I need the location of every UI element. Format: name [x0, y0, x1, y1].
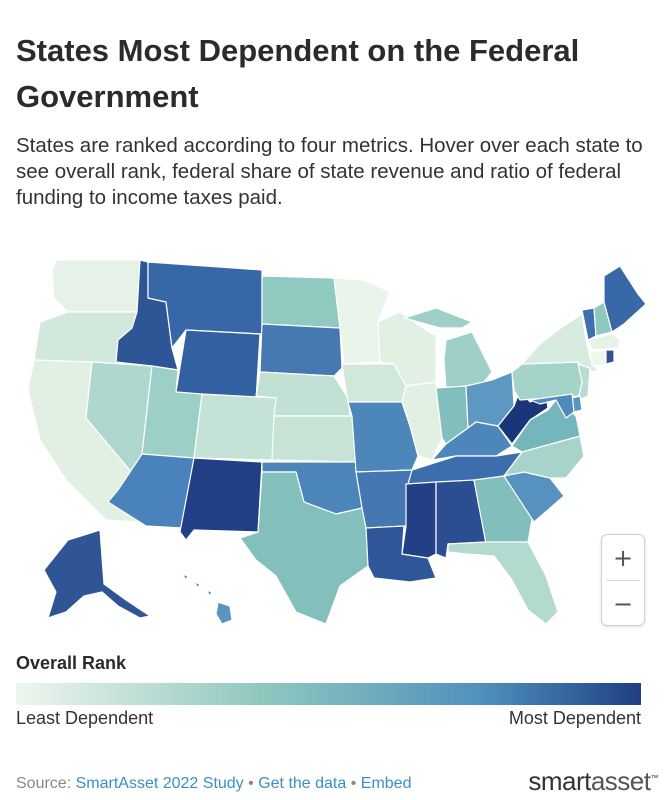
- page-title: States Most Dependent on the Federal Gov…: [16, 33, 580, 114]
- source-line: Source: SmartAsset 2022 Study • Get the …: [16, 775, 411, 793]
- smartasset-logo: smartasset™: [528, 766, 658, 796]
- legend-high-label: Most Dependent: [508, 708, 641, 728]
- separator-dot: •: [350, 775, 357, 792]
- state-hi[interactable]: [181, 573, 233, 625]
- zoom-in-button[interactable]: +: [602, 535, 644, 580]
- separator-dot: •: [248, 775, 254, 792]
- state-nj[interactable]: [577, 363, 591, 401]
- state-la[interactable]: [365, 525, 437, 583]
- state-nc[interactable]: [503, 435, 585, 479]
- state-ak[interactable]: [43, 529, 151, 619]
- state-ia[interactable]: [341, 363, 407, 403]
- state-pa[interactable]: [511, 361, 587, 401]
- legend-color-bar: [16, 683, 641, 705]
- state-ct[interactable]: [589, 349, 607, 367]
- state-me[interactable]: [603, 265, 647, 333]
- embed-link[interactable]: Embed: [360, 775, 412, 792]
- legend-low-label: Least Dependent: [16, 708, 154, 728]
- source-prefix: Source:: [16, 775, 72, 792]
- zoom-out-button[interactable]: −: [602, 581, 644, 626]
- state-ri[interactable]: [605, 349, 615, 365]
- state-md[interactable]: [529, 393, 575, 419]
- state-co[interactable]: [193, 393, 277, 461]
- state-fl[interactable]: [447, 541, 559, 625]
- page-subtitle: States are ranked according to four metr…: [16, 134, 643, 209]
- state-tx[interactable]: [239, 471, 371, 625]
- state-nm[interactable]: [179, 457, 263, 541]
- state-ms[interactable]: [401, 481, 437, 559]
- state-wa[interactable]: [51, 259, 141, 313]
- state-nd[interactable]: [261, 275, 341, 329]
- state-ar[interactable]: [355, 469, 413, 529]
- state-ks[interactable]: [271, 415, 357, 463]
- zoom-control: + −: [601, 534, 645, 626]
- legend-title: Overall Rank: [16, 653, 127, 673]
- us-map: [0, 240, 672, 640]
- study-link[interactable]: SmartAsset 2022 Study: [75, 775, 244, 792]
- get-data-link[interactable]: Get the data: [258, 775, 347, 792]
- state-sd[interactable]: [259, 323, 343, 377]
- zoom-divider: [606, 580, 640, 581]
- state-wy[interactable]: [175, 329, 261, 401]
- state-ma[interactable]: [587, 333, 621, 351]
